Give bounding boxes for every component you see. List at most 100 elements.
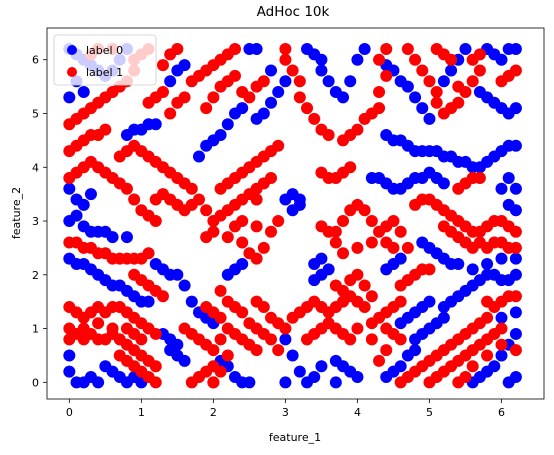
data-point-label-1 [200,102,213,115]
data-point-label-0 [509,42,522,55]
data-point-label-1 [236,236,249,249]
x-axis-ticks: 0 1 2 3 4 5 6 [66,399,505,419]
data-point-label-0 [509,327,522,340]
data-point-label-1 [380,42,393,55]
data-point-label-1 [236,306,249,319]
data-point-label-0 [171,338,184,351]
data-point-label-0 [495,252,508,265]
data-point-label-1 [279,42,292,55]
x-axis-label: feature_1 [269,431,321,444]
legend-label-0: label 0 [86,44,123,57]
data-point-label-1 [221,231,234,244]
data-point-label-0 [509,182,522,195]
x-tick-label: 1 [138,406,145,419]
data-point-label-0 [509,139,522,152]
data-point-label-0 [380,263,393,276]
data-point-label-1 [387,241,400,254]
legend-label-1: label 1 [86,66,123,79]
data-point-label-0 [437,177,450,190]
legend-marker-label-1 [67,67,77,77]
data-point-label-1 [250,252,263,265]
y-axis-label: feature_2 [10,187,23,239]
data-point-label-0 [322,75,335,88]
data-point-label-1 [351,123,364,136]
data-point-label-1 [394,333,407,346]
data-point-label-1 [365,333,378,346]
data-point-label-1 [308,112,321,125]
data-point-label-0 [164,75,177,88]
legend: label 0 label 1 [53,34,157,86]
data-point-label-0 [178,279,191,292]
data-point-label-0 [315,64,328,77]
data-point-label-1 [459,370,472,383]
data-point-label-0 [63,349,76,362]
data-point-label-1 [265,333,278,346]
data-point-label-1 [430,85,443,98]
data-point-label-1 [495,338,508,351]
data-point-label-1 [509,241,522,254]
data-point-label-1 [279,53,292,66]
data-point-label-0 [488,360,501,373]
data-point-label-1 [135,333,148,346]
data-point-label-0 [142,295,155,308]
data-point-label-1 [185,198,198,211]
x-tick-label: 0 [66,406,73,419]
data-point-label-1 [120,182,133,195]
data-point-label-1 [142,247,155,260]
data-point-label-1 [365,215,378,228]
data-point-label-1 [380,69,393,82]
data-point-label-1 [495,322,508,335]
data-point-label-0 [279,75,292,88]
data-point-label-0 [423,112,436,125]
data-point-label-0 [502,198,515,211]
data-point-label-1 [214,333,227,346]
data-point-label-1 [293,75,306,88]
data-point-label-1 [509,290,522,303]
data-point-label-1 [185,182,198,195]
data-point-label-0 [106,231,119,244]
data-point-label-0 [409,344,422,357]
data-point-label-1 [214,311,227,324]
data-point-label-1 [358,204,371,217]
data-point-label-1 [257,75,270,88]
data-point-label-0 [192,150,205,163]
data-point-label-1 [106,322,119,335]
data-point-label-1 [272,215,285,228]
data-point-label-1 [481,295,494,308]
data-point-label-1 [423,75,436,88]
data-point-label-1 [293,91,306,104]
data-point-label-1 [156,290,169,303]
data-point-label-1 [423,263,436,276]
data-point-label-1 [63,333,76,346]
data-point-label-1 [286,64,299,77]
data-point-label-1 [473,48,486,61]
data-point-label-1 [416,64,429,77]
y-tick-label: 0 [32,376,39,389]
data-point-label-1 [272,344,285,357]
data-point-label-1 [178,91,191,104]
data-point-label-1 [394,295,407,308]
data-point-label-1 [473,172,486,185]
data-point-label-1 [171,42,184,55]
data-point-label-1 [149,360,162,373]
data-point-label-1 [329,236,342,249]
data-point-label-0 [265,64,278,77]
data-point-label-0 [243,42,256,55]
data-point-label-0 [401,80,414,93]
data-point-label-0 [459,42,472,55]
y-tick-label: 5 [32,107,39,120]
data-point-label-1 [156,59,169,72]
data-point-label-0 [495,182,508,195]
data-point-label-0 [63,91,76,104]
data-point-label-1 [207,225,220,238]
data-point-label-1 [358,279,371,292]
data-point-label-1 [156,85,169,98]
data-point-label-0 [293,365,306,378]
data-point-label-0 [63,365,76,378]
data-point-label-0 [423,295,436,308]
data-point-label-1 [473,64,486,77]
data-point-label-1 [373,102,386,115]
y-tick-label: 2 [32,269,39,282]
data-point-label-0 [416,102,429,115]
data-point-label-1 [149,376,162,389]
